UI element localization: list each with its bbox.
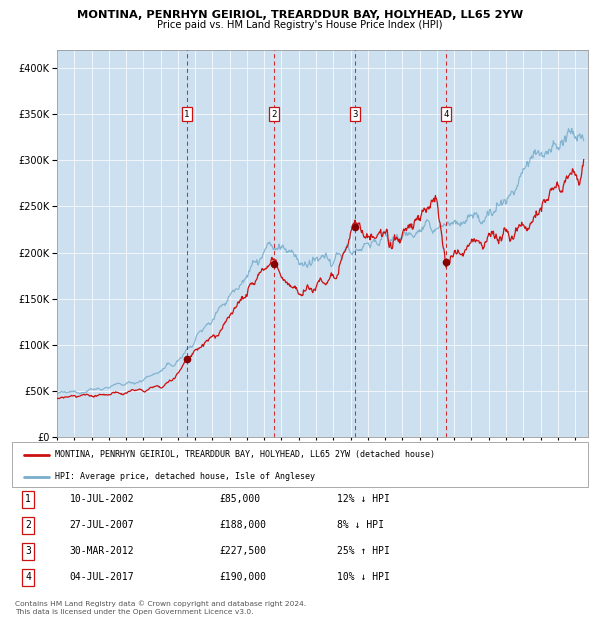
Text: £188,000: £188,000 [220, 520, 266, 531]
Text: MONTINA, PENRHYN GEIRIOL, TREARDDUR BAY, HOLYHEAD, LL65 2YW (detached house): MONTINA, PENRHYN GEIRIOL, TREARDDUR BAY,… [55, 450, 435, 459]
Text: 30-MAR-2012: 30-MAR-2012 [70, 546, 134, 557]
Text: 1: 1 [25, 494, 31, 505]
Text: £227,500: £227,500 [220, 546, 266, 557]
Text: 04-JUL-2017: 04-JUL-2017 [70, 572, 134, 583]
Text: HPI: Average price, detached house, Isle of Anglesey: HPI: Average price, detached house, Isle… [55, 472, 315, 481]
Text: 10-JUL-2002: 10-JUL-2002 [70, 494, 134, 505]
Text: £190,000: £190,000 [220, 572, 266, 583]
Text: 2: 2 [25, 520, 31, 531]
Text: Contains HM Land Registry data © Crown copyright and database right 2024.: Contains HM Land Registry data © Crown c… [15, 600, 306, 607]
Text: 4: 4 [443, 110, 448, 118]
Text: 10% ↓ HPI: 10% ↓ HPI [337, 572, 391, 583]
Text: 27-JUL-2007: 27-JUL-2007 [70, 520, 134, 531]
Text: 3: 3 [352, 110, 358, 118]
Text: 12% ↓ HPI: 12% ↓ HPI [337, 494, 391, 505]
Text: MONTINA, PENRHYN GEIRIOL, TREARDDUR BAY, HOLYHEAD, LL65 2YW: MONTINA, PENRHYN GEIRIOL, TREARDDUR BAY,… [77, 10, 523, 20]
Text: Price paid vs. HM Land Registry's House Price Index (HPI): Price paid vs. HM Land Registry's House … [157, 20, 443, 30]
Text: 1: 1 [184, 110, 190, 118]
Text: 8% ↓ HPI: 8% ↓ HPI [337, 520, 385, 531]
Text: 4: 4 [25, 572, 31, 583]
Text: 25% ↑ HPI: 25% ↑ HPI [337, 546, 391, 557]
Text: This data is licensed under the Open Government Licence v3.0.: This data is licensed under the Open Gov… [15, 609, 254, 615]
Text: 2: 2 [271, 110, 277, 118]
Text: 3: 3 [25, 546, 31, 557]
Text: £85,000: £85,000 [220, 494, 260, 505]
